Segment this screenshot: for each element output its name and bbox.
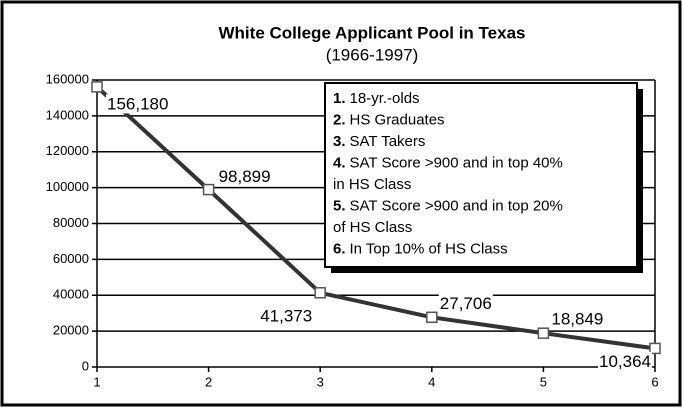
legend-number: 5. <box>333 197 346 214</box>
legend-text: In Top 10% of HS Class <box>350 240 508 257</box>
x-tick-label: 6 <box>651 374 658 389</box>
data-label: 98,899 <box>219 167 271 186</box>
legend-text: HS Graduates <box>350 111 445 128</box>
point-marker <box>537 327 550 339</box>
x-tick-label: 5 <box>540 374 547 389</box>
legend-number: 4. <box>333 154 346 171</box>
legend-text: in HS Class <box>333 176 411 193</box>
plot: 156,180 98,899 41,373 27,706 18,849 10,364 <box>91 81 661 371</box>
legend-text: of HS Class <box>333 219 412 236</box>
y-tick-label: 160000 <box>46 71 89 86</box>
data-label: 156,180 <box>107 94 168 113</box>
data-label-bg <box>438 293 493 313</box>
line <box>95 85 656 351</box>
legend-number: 2. <box>333 111 346 128</box>
x-tick-label: 3 <box>317 374 324 389</box>
y-tick-label: 140000 <box>46 107 89 122</box>
y-tick-label: 100000 <box>46 179 89 194</box>
point-marker <box>649 342 661 355</box>
legend-text: SAT Score >900 and in top 40% <box>350 154 563 171</box>
data-label: 41,373 <box>260 306 312 325</box>
data-label-bg <box>217 167 272 187</box>
y-tick-label: 120000 <box>46 143 89 158</box>
x-tick-label: 1 <box>93 374 100 389</box>
y-tick-label: 60000 <box>53 251 89 266</box>
y-tick-label: 20000 <box>53 323 89 338</box>
data-label: 10,364 <box>599 352 651 371</box>
data-label: 18,849 <box>551 310 603 329</box>
legend-number: 1. <box>333 90 346 107</box>
legend-number: 6. <box>333 240 346 257</box>
point-marker <box>314 287 326 299</box>
chart-subtitle: (1966-1997) <box>326 45 419 64</box>
point-marker <box>91 81 103 93</box>
data-label-bg <box>106 94 170 114</box>
y-tick-label: 40000 <box>53 287 89 302</box>
legend-text: SAT Takers <box>350 133 426 150</box>
x-tick-label: 2 <box>205 374 212 389</box>
legend-text: SAT Score >900 and in top 20% <box>350 197 563 214</box>
point-marker <box>202 183 215 196</box>
data-label-bg <box>259 306 314 326</box>
legend-number: 3. <box>333 133 346 150</box>
data-label-bg <box>598 351 652 371</box>
legend-text: 18-yr.-olds <box>350 90 420 107</box>
y-tick-label: 0 <box>82 358 89 373</box>
x-tick-label: 4 <box>428 374 435 389</box>
data-label: 27,706 <box>440 294 492 313</box>
data-label-bg <box>550 309 605 329</box>
legend-box <box>324 82 638 268</box>
chart-title: White College Applicant Pool in Texas <box>219 23 526 42</box>
point-marker <box>426 311 438 324</box>
y-tick-label: 80000 <box>53 215 89 230</box>
